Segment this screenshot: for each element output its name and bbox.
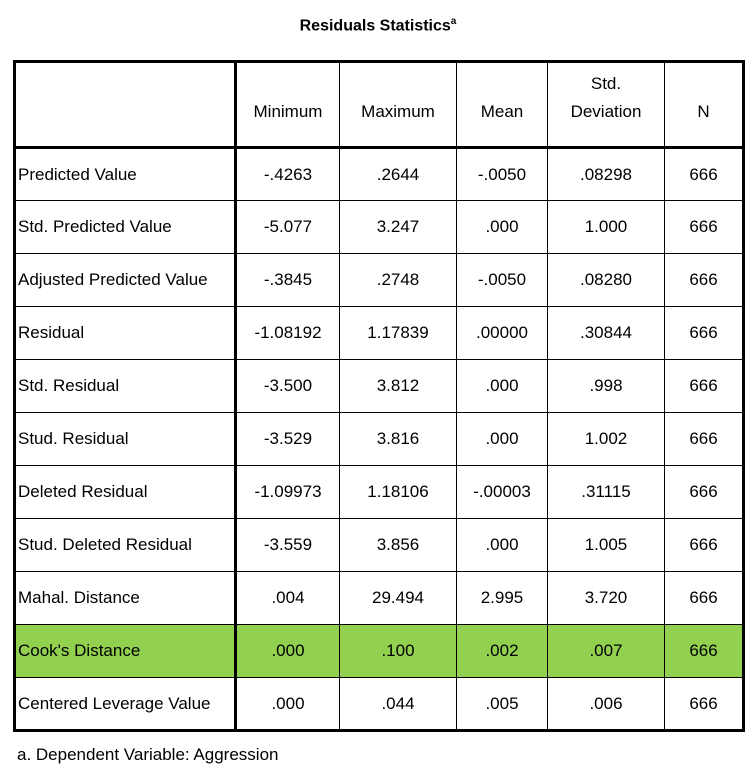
- cell-minimum: -5.077: [235, 200, 340, 254]
- row-label: Adjusted Predicted Value: [14, 253, 237, 307]
- cell-minimum: .000: [235, 624, 340, 678]
- cell-std-deviation: 1.000: [547, 200, 665, 254]
- cell-mean: .002: [456, 624, 548, 678]
- cell-n: 666: [664, 412, 744, 466]
- cell-maximum: .100: [339, 624, 457, 678]
- cell-std-deviation: .31115: [547, 465, 665, 519]
- header-corner-cell: [14, 61, 237, 149]
- table-title: Residuals Statisticsa: [0, 16, 756, 35]
- title-superscript: a: [450, 16, 457, 27]
- cell-minimum: -3.559: [235, 518, 340, 572]
- cell-maximum: .044: [339, 677, 457, 731]
- cell-maximum: 3.816: [339, 412, 457, 466]
- table-row: Mahal. Distance .004 29.494 2.995 3.720 …: [14, 571, 744, 625]
- cell-mean: .000: [456, 412, 548, 466]
- row-label: Stud. Residual: [14, 412, 237, 466]
- cell-minimum: -1.09973: [235, 465, 340, 519]
- cell-mean: .000: [456, 518, 548, 572]
- cell-std-deviation: 3.720: [547, 571, 665, 625]
- cell-minimum: -3.500: [235, 359, 340, 413]
- cell-minimum: -3.529: [235, 412, 340, 466]
- header-minimum: Minimum: [235, 61, 340, 149]
- residuals-statistics-table: Minimum Maximum Mean Std. Deviation N Pre…: [13, 60, 745, 732]
- header-std-deviation: Std. Deviation: [547, 61, 665, 149]
- cell-maximum: 29.494: [339, 571, 457, 625]
- cell-mean: .000: [456, 200, 548, 254]
- table-title-text: Residuals Statistics: [299, 17, 451, 35]
- table-row: Stud. Residual -3.529 3.816 .000 1.002 6…: [14, 412, 744, 466]
- cell-mean: .000: [456, 359, 548, 413]
- cell-maximum: 1.17839: [339, 306, 457, 360]
- table-row: Adjusted Predicted Value -.3845 .2748 -.…: [14, 253, 744, 307]
- row-label: Std. Residual: [14, 359, 237, 413]
- header-mean: Mean: [456, 61, 548, 149]
- cell-n: 666: [664, 253, 744, 307]
- cell-minimum: -.3845: [235, 253, 340, 307]
- table-row: Predicted Value -.4263 .2644 -.0050 .082…: [14, 147, 744, 201]
- cell-mean: -.00003: [456, 465, 548, 519]
- header-row: Minimum Maximum Mean Std. Deviation N: [14, 61, 744, 149]
- cell-n: 666: [664, 465, 744, 519]
- cell-n: 666: [664, 147, 744, 201]
- row-label: Centered Leverage Value: [14, 677, 237, 731]
- header-n: N: [664, 61, 744, 149]
- cell-minimum: .004: [235, 571, 340, 625]
- cell-n: 666: [664, 359, 744, 413]
- cell-maximum: 3.812: [339, 359, 457, 413]
- table-row: Centered Leverage Value .000 .044 .005 .…: [14, 677, 744, 731]
- row-label: Cook's Distance: [14, 624, 237, 678]
- table-row-highlighted: Cook's Distance .000 .100 .002 .007 666: [14, 624, 744, 678]
- cell-std-deviation: .08280: [547, 253, 665, 307]
- cell-n: 666: [664, 677, 744, 731]
- cell-std-deviation: .007: [547, 624, 665, 678]
- cell-std-deviation: .30844: [547, 306, 665, 360]
- cell-mean: -.0050: [456, 147, 548, 201]
- table-footnote: a. Dependent Variable: Aggression: [17, 745, 279, 764]
- row-label: Predicted Value: [14, 147, 237, 201]
- row-label: Mahal. Distance: [14, 571, 237, 625]
- cell-maximum: 3.856: [339, 518, 457, 572]
- cell-maximum: 3.247: [339, 200, 457, 254]
- cell-maximum: 1.18106: [339, 465, 457, 519]
- cell-minimum: -.4263: [235, 147, 340, 201]
- table-row: Residual -1.08192 1.17839 .00000 .30844 …: [14, 306, 744, 360]
- cell-maximum: .2748: [339, 253, 457, 307]
- table-row: Deleted Residual -1.09973 1.18106 -.0000…: [14, 465, 744, 519]
- row-label: Deleted Residual: [14, 465, 237, 519]
- cell-std-deviation: .08298: [547, 147, 665, 201]
- cell-mean: -.0050: [456, 253, 548, 307]
- row-label: Residual: [14, 306, 237, 360]
- header-maximum: Maximum: [339, 61, 457, 149]
- cell-mean: .00000: [456, 306, 548, 360]
- cell-minimum: .000: [235, 677, 340, 731]
- cell-n: 666: [664, 306, 744, 360]
- cell-n: 666: [664, 571, 744, 625]
- row-label: Stud. Deleted Residual: [14, 518, 237, 572]
- table-row: Stud. Deleted Residual -3.559 3.856 .000…: [14, 518, 744, 572]
- table-row: Std. Predicted Value -5.077 3.247 .000 1…: [14, 200, 744, 254]
- row-label: Std. Predicted Value: [14, 200, 237, 254]
- cell-n: 666: [664, 518, 744, 572]
- cell-minimum: -1.08192: [235, 306, 340, 360]
- cell-std-deviation: .998: [547, 359, 665, 413]
- cell-std-deviation: 1.005: [547, 518, 665, 572]
- cell-n: 666: [664, 624, 744, 678]
- cell-mean: .005: [456, 677, 548, 731]
- cell-n: 666: [664, 200, 744, 254]
- header-std-line1: Std.: [590, 74, 622, 93]
- cell-maximum: .2644: [339, 147, 457, 201]
- cell-std-deviation: 1.002: [547, 412, 665, 466]
- cell-std-deviation: .006: [547, 677, 665, 731]
- header-std-line2: Deviation: [570, 102, 642, 121]
- cell-mean: 2.995: [456, 571, 548, 625]
- table-row: Std. Residual -3.500 3.812 .000 .998 666: [14, 359, 744, 413]
